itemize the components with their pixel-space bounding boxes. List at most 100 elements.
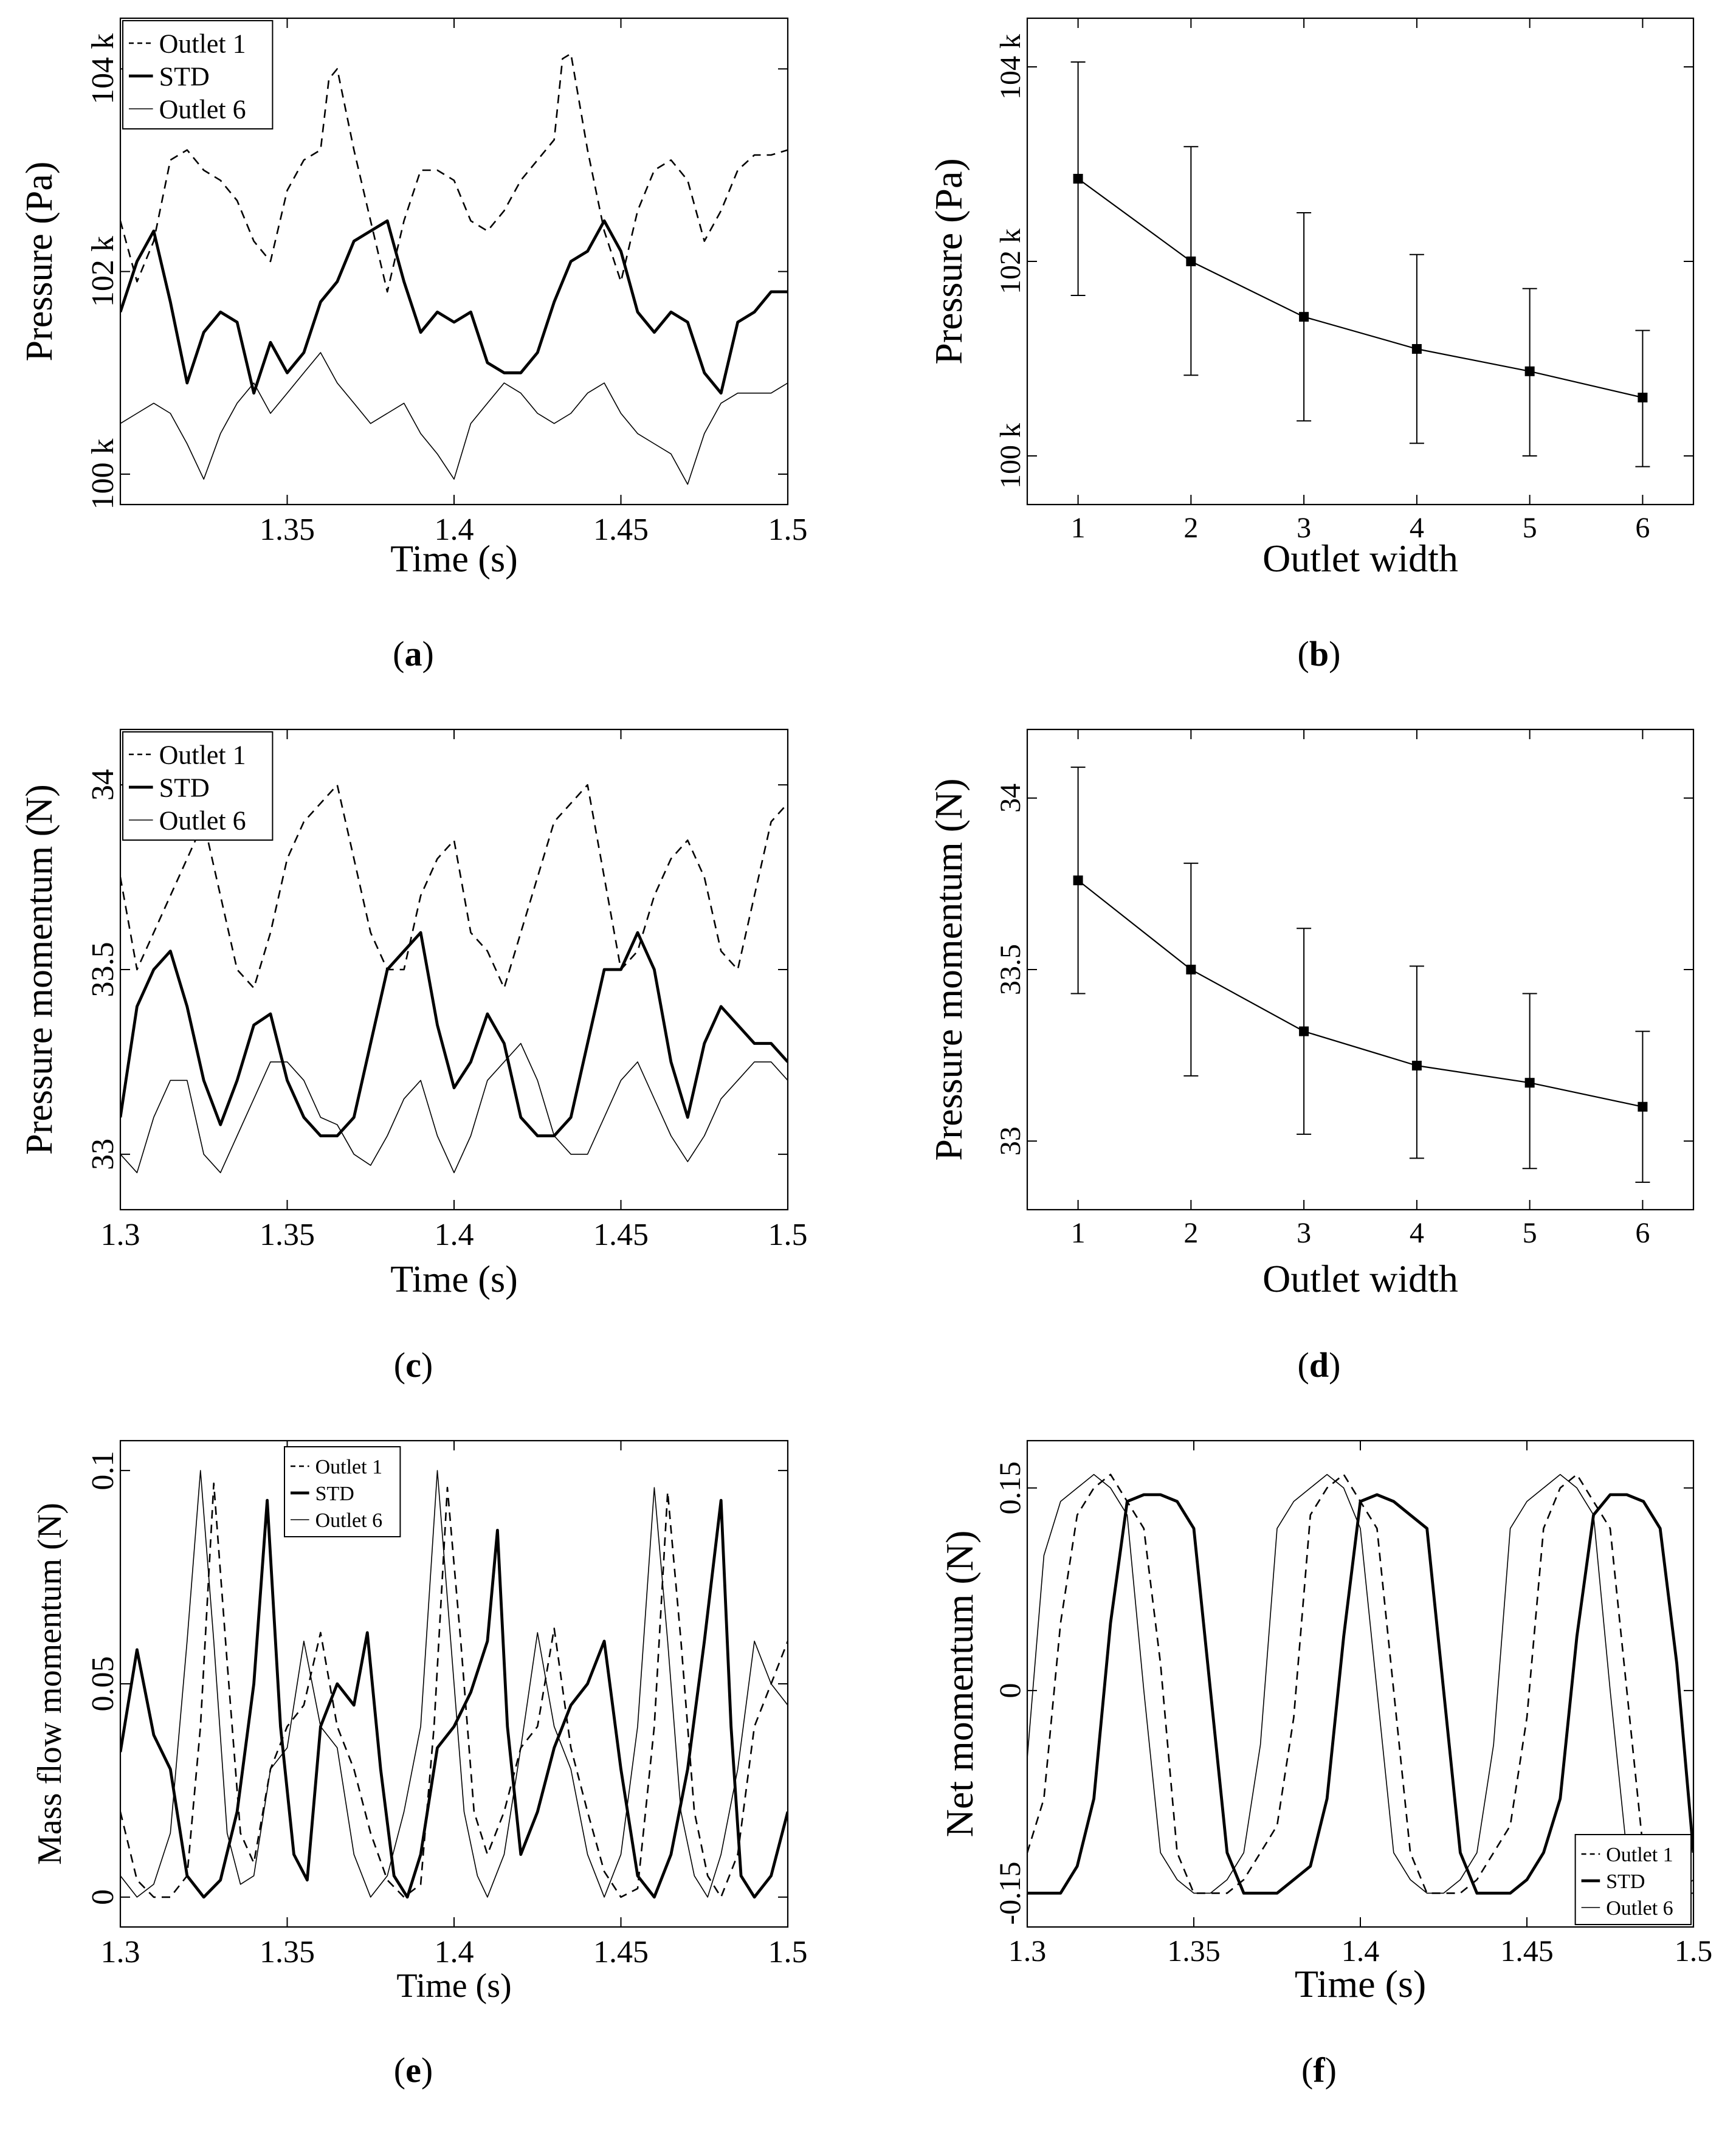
y-tick-label: 0.15 bbox=[993, 1461, 1027, 1515]
x-tick-label: 1.4 bbox=[1342, 1934, 1380, 1968]
chart-panel-b: 1 2 3 4 5 6 100 k 102 k 104 k Outlet width Pressur… bbox=[927, 17, 1695, 674]
series-group bbox=[1027, 1473, 1693, 1895]
data-point bbox=[1638, 393, 1648, 402]
x-tick-label: 1.3 bbox=[1008, 1934, 1047, 1968]
x-tick-label: 5 bbox=[1523, 1217, 1537, 1249]
x-tick-label: 1.35 bbox=[1167, 1934, 1221, 1968]
y-tick-label: 104 k bbox=[994, 34, 1027, 100]
series-group bbox=[120, 1470, 788, 1899]
x-tick-label: 1.3 bbox=[101, 1935, 140, 1970]
x-tick-label: 1.3 bbox=[101, 1218, 140, 1252]
legend-label: Outlet 6 bbox=[315, 1509, 382, 1532]
y-axis-label: Net momentum (N) bbox=[938, 1531, 981, 1838]
x-tick-label: 1.45 bbox=[593, 512, 649, 547]
legend-label: Outlet 1 bbox=[1606, 1844, 1673, 1866]
x-tick-label: 1.5 bbox=[768, 1935, 808, 1970]
x-tick-label: 1.35 bbox=[260, 512, 315, 547]
y-tick-label: 34 bbox=[86, 769, 120, 801]
data-point bbox=[1186, 257, 1196, 266]
y-tick-label: 33 bbox=[994, 1126, 1027, 1156]
series-line-outlet-6 bbox=[120, 352, 788, 485]
legend: Outlet 1 STD Outlet 6 bbox=[1574, 1834, 1692, 1925]
x-tick-label: 1.45 bbox=[593, 1218, 649, 1252]
panel-caption: (a) bbox=[393, 634, 434, 674]
series-line-outlet-1 bbox=[120, 53, 788, 293]
x-tick-label: 4 bbox=[1410, 1217, 1424, 1249]
x-tick-label: 1.5 bbox=[768, 512, 808, 547]
x-axis-label: Time (s) bbox=[390, 1259, 518, 1300]
panel-caption: (b) bbox=[1298, 634, 1341, 674]
x-axis-label: Time (s) bbox=[396, 1967, 511, 2005]
y-tick-label: 104 k bbox=[86, 33, 120, 105]
x-tick-label: 2 bbox=[1183, 512, 1198, 544]
y-tick-label: 100 k bbox=[994, 423, 1027, 489]
y-tick-label: 0 bbox=[993, 1683, 1027, 1698]
x-tick-label: 3 bbox=[1297, 1217, 1311, 1249]
x-tick-label: 5 bbox=[1523, 512, 1537, 544]
x-tick-label: 4 bbox=[1410, 512, 1424, 544]
y-tick-label: -0.15 bbox=[993, 1861, 1027, 1925]
series-line-std bbox=[120, 1498, 788, 1899]
series-line-outlet-6 bbox=[1027, 1473, 1693, 1894]
data-point bbox=[1524, 366, 1535, 376]
data-point bbox=[1299, 1026, 1309, 1036]
y-axis-label: Mass flow momentum (N) bbox=[31, 1503, 69, 1865]
chart-panel-f: 1.3 1.35 1.4 1.45 1.5 -0.15 0 0.15 Time (s) Net m… bbox=[938, 1439, 1712, 2090]
x-tick-label: 1.4 bbox=[435, 1935, 474, 1970]
series-group bbox=[120, 53, 788, 485]
data-point bbox=[1073, 174, 1083, 184]
chart-panel-e: 1.3 1.35 1.4 1.45 1.5 0 0.05 0.1 Time (s) Mass fl… bbox=[31, 1439, 808, 2090]
data-point bbox=[1411, 344, 1422, 354]
y-axis-label: Pressure (Pa) bbox=[927, 158, 970, 364]
y-tick-label: 0.1 bbox=[86, 1451, 120, 1491]
legend-label: STD bbox=[1606, 1870, 1645, 1893]
series-line-outlet-1 bbox=[120, 784, 788, 989]
data-point bbox=[1299, 312, 1309, 322]
mean-line bbox=[1077, 880, 1643, 1108]
x-tick-label: 1.5 bbox=[768, 1218, 808, 1252]
legend-label: STD bbox=[315, 1483, 354, 1505]
data-point bbox=[1638, 1101, 1648, 1112]
x-tick-label: 6 bbox=[1635, 1217, 1650, 1249]
panel-caption: (c) bbox=[394, 1345, 433, 1385]
x-tick-label: 1.35 bbox=[260, 1218, 315, 1252]
legend-label: Outlet 1 bbox=[159, 29, 246, 58]
mean-line bbox=[1077, 178, 1643, 399]
legend-label: Outlet 1 bbox=[159, 740, 246, 770]
x-tick-label: 1 bbox=[1071, 1217, 1086, 1249]
series-group bbox=[120, 784, 788, 1173]
y-tick-label: 0 bbox=[86, 1889, 120, 1905]
y-tick-label: 100 k bbox=[86, 439, 120, 510]
x-tick-label: 2 bbox=[1183, 1217, 1198, 1249]
y-axis-label: Pressure momentum (N) bbox=[19, 784, 60, 1155]
data-point bbox=[1524, 1078, 1535, 1088]
x-tick-label: 1.35 bbox=[260, 1935, 315, 1970]
x-tick-label: 3 bbox=[1297, 512, 1311, 544]
data-point bbox=[1073, 875, 1083, 886]
chart-panel-c: 1.3 1.35 1.4 1.45 1.5 33 33.5 34 Time (s) Pressur… bbox=[19, 728, 808, 1385]
legend-label: Outlet 6 bbox=[1606, 1897, 1673, 1920]
y-tick-label: 0.05 bbox=[86, 1656, 120, 1712]
y-axis-label: Pressure momentum (N) bbox=[927, 778, 970, 1160]
series-line-std bbox=[120, 219, 788, 395]
data-point bbox=[1186, 965, 1196, 974]
y-tick-label: 33.5 bbox=[86, 942, 120, 998]
panel-caption: (d) bbox=[1298, 1345, 1341, 1385]
legend-label: STD bbox=[159, 61, 210, 91]
series-line-outlet-1 bbox=[120, 1482, 788, 1898]
legend-label: STD bbox=[159, 773, 210, 802]
chart-panel-a: 1.35 1.4 1.45 1.5 100 k 102 k 104 k Time (s) Pre… bbox=[19, 17, 808, 674]
x-tick-label: 1.4 bbox=[435, 512, 474, 547]
x-tick-label: 1.45 bbox=[593, 1935, 649, 1970]
series-line-outlet-6 bbox=[120, 1470, 788, 1898]
y-tick-label: 102 k bbox=[994, 229, 1027, 294]
y-axis-label: Pressure (Pa) bbox=[19, 162, 60, 362]
data-point bbox=[1411, 1061, 1422, 1070]
series-line-std bbox=[120, 931, 788, 1137]
series-line-outlet-6 bbox=[120, 1043, 788, 1173]
x-tick-label: 1.45 bbox=[1500, 1934, 1554, 1968]
